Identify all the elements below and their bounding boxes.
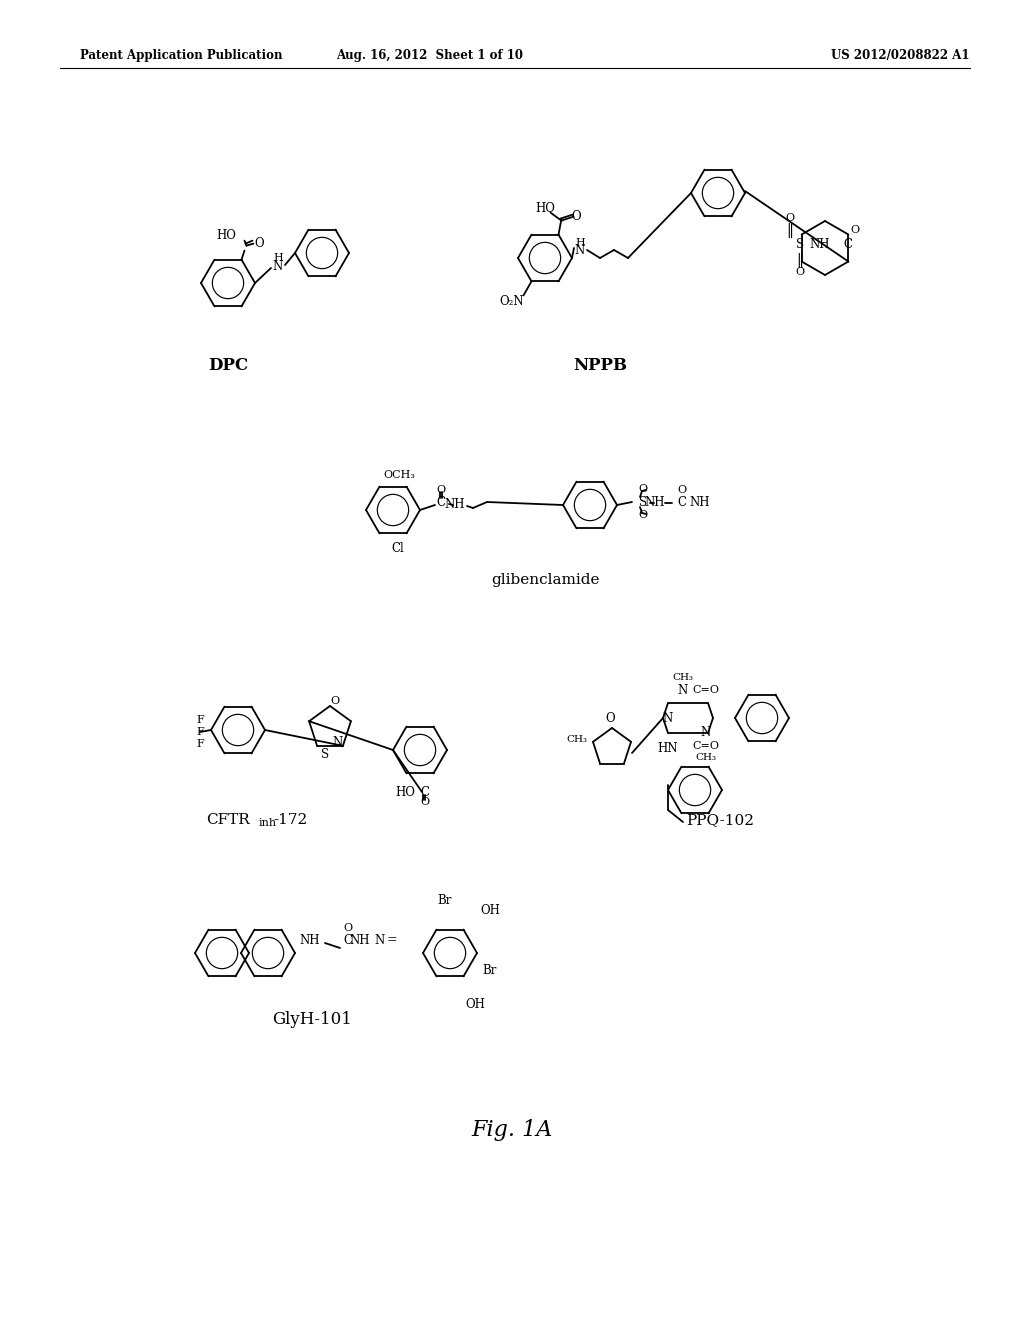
- Text: N: N: [272, 260, 283, 273]
- Text: glibenclamide: glibenclamide: [490, 573, 599, 587]
- Text: OH: OH: [465, 998, 485, 1011]
- Text: N: N: [574, 244, 585, 257]
- Text: -172: -172: [272, 813, 307, 828]
- Text: Br: Br: [438, 894, 453, 907]
- Text: O: O: [571, 210, 582, 223]
- Text: H: H: [273, 253, 283, 263]
- Text: O: O: [638, 484, 647, 494]
- Text: NH: NH: [690, 496, 711, 510]
- Text: F: F: [197, 739, 204, 748]
- Text: HO: HO: [395, 785, 415, 799]
- Text: N: N: [375, 933, 385, 946]
- Text: O: O: [678, 484, 686, 495]
- Text: O: O: [796, 267, 805, 277]
- Text: HO: HO: [536, 202, 555, 215]
- Text: DPC: DPC: [208, 356, 248, 374]
- Text: Fig. 1A: Fig. 1A: [471, 1119, 553, 1140]
- Text: CH₃: CH₃: [673, 673, 693, 682]
- Text: =: =: [387, 933, 397, 946]
- Text: HO: HO: [217, 230, 237, 242]
- Text: NPPB: NPPB: [573, 356, 627, 374]
- Text: CFTR: CFTR: [206, 813, 250, 828]
- Text: NH: NH: [645, 495, 666, 508]
- Text: C=O: C=O: [692, 685, 720, 696]
- Text: CH₃: CH₃: [566, 735, 587, 744]
- Text: O: O: [638, 510, 647, 520]
- Text: Cl: Cl: [391, 541, 404, 554]
- Text: C: C: [844, 239, 853, 252]
- Text: O: O: [851, 224, 859, 235]
- Text: NH: NH: [300, 933, 321, 946]
- Text: NH: NH: [350, 933, 371, 946]
- Text: C: C: [343, 933, 352, 946]
- Text: N: N: [678, 684, 688, 697]
- Text: ‖: ‖: [797, 252, 804, 268]
- Text: N: N: [663, 711, 673, 725]
- Text: O: O: [255, 238, 264, 249]
- Text: O: O: [605, 711, 614, 725]
- Text: F: F: [197, 727, 204, 737]
- Text: S: S: [796, 239, 804, 252]
- Text: S: S: [639, 495, 647, 508]
- Text: NH: NH: [444, 499, 465, 511]
- Text: HN: HN: [657, 742, 678, 755]
- Text: N: N: [333, 737, 343, 750]
- Text: GlyH-101: GlyH-101: [272, 1011, 352, 1028]
- Text: US 2012/0208822 A1: US 2012/0208822 A1: [830, 49, 970, 62]
- Text: C: C: [421, 785, 429, 799]
- Text: Br: Br: [482, 964, 498, 977]
- Text: S: S: [321, 748, 329, 762]
- Text: C: C: [678, 496, 686, 510]
- Text: H: H: [575, 238, 585, 248]
- Text: NH: NH: [810, 239, 830, 252]
- Text: O: O: [436, 484, 445, 495]
- Text: inh: inh: [259, 818, 278, 828]
- Text: O: O: [343, 923, 352, 933]
- Text: CH₃: CH₃: [695, 754, 717, 763]
- Text: ‖: ‖: [786, 223, 794, 238]
- Text: Aug. 16, 2012  Sheet 1 of 10: Aug. 16, 2012 Sheet 1 of 10: [337, 49, 523, 62]
- Text: C=O: C=O: [692, 741, 720, 751]
- Text: Patent Application Publication: Patent Application Publication: [80, 49, 283, 62]
- Text: O₂N: O₂N: [499, 294, 524, 308]
- Text: OH: OH: [480, 903, 500, 916]
- Text: O: O: [331, 696, 340, 706]
- Text: N: N: [700, 726, 711, 739]
- Text: F: F: [197, 715, 204, 725]
- Text: O: O: [421, 797, 429, 807]
- Text: O: O: [785, 213, 795, 223]
- Text: PPQ-102: PPQ-102: [686, 813, 754, 828]
- Text: C: C: [436, 495, 445, 508]
- Text: OCH₃: OCH₃: [383, 470, 415, 480]
